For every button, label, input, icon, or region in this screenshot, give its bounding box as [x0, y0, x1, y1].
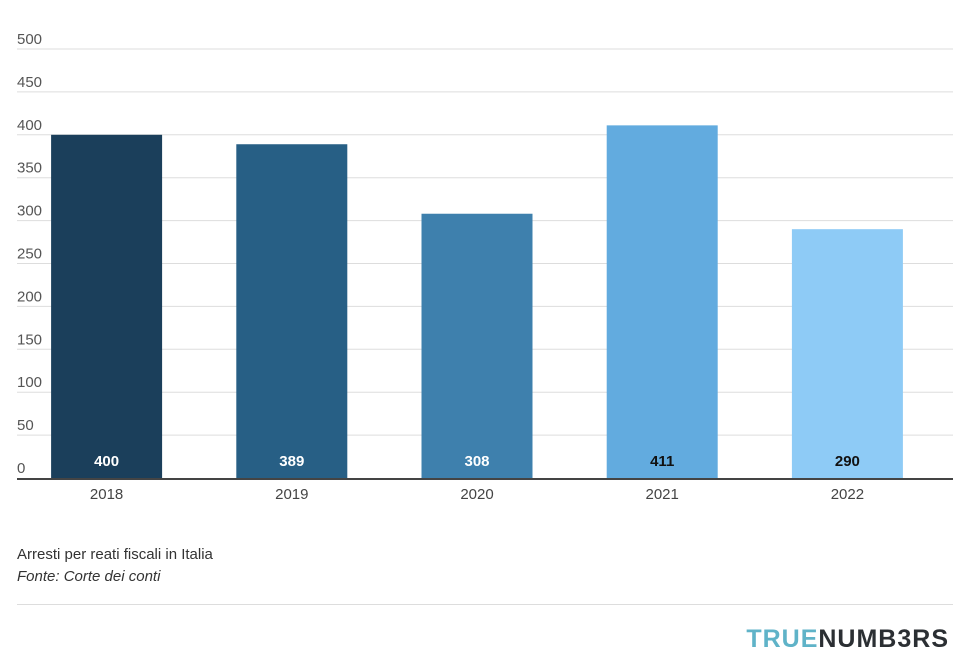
bar-2020	[421, 213, 533, 478]
y-tick-label: 200	[17, 288, 42, 305]
chart-caption-title: Arresti per reati fiscali in Italia	[17, 546, 213, 563]
truenumbers-logo: TRUENUMB3RS	[746, 622, 949, 656]
y-tick-label: 150	[17, 331, 42, 348]
y-axis-ticks: 0 50 100 150 200 250 300 350 400 450 500	[17, 31, 42, 477]
x-tick-label: 2021	[646, 486, 679, 503]
bar-chart: 0 50 100 150 200 250 300 350 400 450 500 400 389 308…	[17, 31, 953, 503]
logo-part-true: TRUE	[746, 625, 819, 653]
data-label-2021: 411	[650, 453, 674, 470]
y-tick-label: 100	[17, 374, 42, 391]
bar-2019	[236, 144, 348, 478]
x-tick-label: 2018	[90, 486, 123, 503]
y-tick-label: 400	[17, 117, 42, 134]
bar-2018	[51, 134, 163, 479]
logo-part-numbers: NUMB3RS	[818, 625, 949, 653]
y-tick-label: 350	[17, 160, 42, 177]
y-tick-label: 0	[17, 460, 25, 477]
y-tick-label: 300	[17, 203, 42, 220]
data-label-2022: 290	[835, 453, 860, 470]
x-tick-label: 2020	[460, 486, 493, 503]
chart-caption: Arresti per reati fiscali in Italia Font…	[17, 544, 213, 588]
x-tick-label: 2022	[831, 486, 864, 503]
bars: 400 389 308 411 290	[51, 125, 903, 479]
bar-2022	[791, 229, 903, 478]
y-tick-label: 450	[17, 74, 42, 91]
x-tick-label: 2019	[275, 486, 308, 503]
data-label-2019: 389	[279, 453, 304, 470]
footer-divider	[17, 604, 953, 605]
y-tick-label: 250	[17, 246, 42, 263]
x-axis-ticks: 2018 2019 2020 2021 2022	[90, 486, 864, 503]
y-tick-label: 500	[17, 31, 42, 48]
data-label-2020: 308	[464, 453, 489, 470]
y-tick-label: 50	[17, 417, 34, 434]
data-label-2018: 400	[94, 453, 119, 470]
bar-2021	[606, 125, 718, 478]
chart-source: Fonte: Corte dei conti	[17, 568, 161, 585]
